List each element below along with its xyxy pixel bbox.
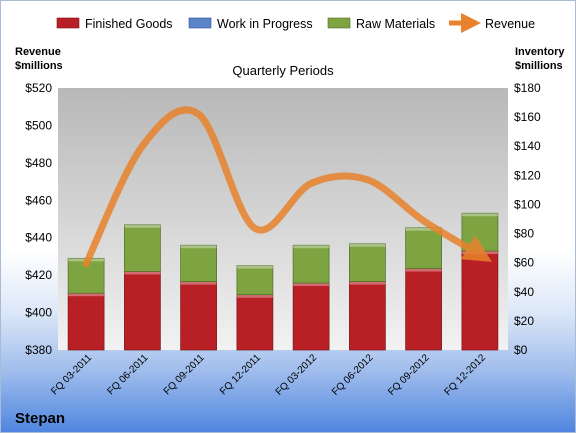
right-tick-label: $20 — [514, 314, 534, 328]
revenue-line — [82, 106, 492, 268]
left-tick-label: $380 — [25, 343, 52, 357]
bar-raw-materials-2 — [180, 244, 217, 282]
bar-highlight-raw-materials-5 — [349, 243, 386, 247]
legend-swatch-work-in-progress — [188, 17, 212, 29]
left-axis-title-line2: $millions — [15, 60, 63, 72]
right-tick-label: $120 — [514, 168, 541, 182]
bar-raw-materials-4 — [292, 244, 330, 284]
right-tick-label: $180 — [514, 81, 541, 95]
bar-finished-goods-6 — [405, 268, 442, 351]
bar-finished-goods-0 — [67, 292, 105, 351]
right-tick-label: $40 — [514, 285, 534, 299]
right-axis-title-line1: Inventory — [515, 46, 565, 58]
bar-raw-materials-3 — [236, 265, 274, 296]
bar-finished-goods-5 — [349, 281, 386, 351]
bar-highlight-finished-goods-2 — [180, 281, 217, 285]
category-label: FQ 09-2012 — [386, 352, 432, 398]
bar-raw-materials-1 — [124, 224, 161, 272]
bar-highlight-raw-materials-6 — [405, 227, 442, 231]
category-label: FQ 03-2012 — [274, 352, 320, 398]
bar-finished-goods-1 — [124, 271, 161, 351]
revenue-line-group — [82, 106, 492, 268]
bar-highlight-finished-goods-1 — [124, 271, 161, 275]
bar-raw-materials-5 — [349, 243, 386, 282]
legend-swatch-finished-goods — [56, 17, 80, 29]
bar-finished-goods-3 — [236, 294, 274, 351]
category-label: FQ 09-2011 — [162, 352, 207, 397]
left-tick-label: $500 — [25, 118, 52, 132]
left-tick-label: $400 — [25, 306, 52, 320]
category-label: FQ 12-2012 — [443, 352, 489, 398]
category-labels: FQ 03-2011 FQ 06-2011 FQ 09-2011 FQ 12-2011… — [49, 352, 488, 398]
legend-swatch-raw-materials — [327, 17, 351, 29]
right-tick-label: $160 — [514, 110, 541, 124]
right-tick-label: $0 — [514, 343, 528, 357]
plot-title: Quarterly Periods — [232, 63, 334, 78]
bar-highlight-raw-materials-3 — [236, 265, 273, 269]
legend-label-finished-goods: Finished Goods — [85, 17, 173, 31]
bar-highlight-raw-materials-7 — [461, 213, 498, 217]
category-label: FQ 12-2011 — [218, 352, 263, 397]
bar-raw-materials-6 — [405, 227, 442, 269]
legend-label-revenue: Revenue — [485, 17, 535, 31]
left-axis-title-line1: Revenue — [15, 46, 61, 58]
bars-group — [67, 212, 499, 351]
company-name: Stepan — [15, 410, 65, 427]
left-tick-label: $520 — [25, 81, 52, 95]
bar-highlight-finished-goods-4 — [293, 283, 330, 286]
bar-highlight-raw-materials-1 — [124, 224, 161, 228]
bar-highlight-raw-materials-4 — [293, 245, 330, 249]
category-label: FQ 06-2011 — [106, 352, 151, 397]
category-label: FQ 06-2012 — [330, 352, 376, 398]
left-tick-label: $440 — [25, 231, 52, 245]
bar-highlight-finished-goods-3 — [236, 294, 273, 298]
bar-finished-goods-7 — [461, 250, 499, 351]
right-tick-label: $60 — [514, 256, 534, 270]
bar-finished-goods-2 — [180, 281, 217, 351]
bar-highlight-finished-goods-6 — [405, 268, 442, 272]
bar-highlight-finished-goods-0 — [68, 293, 105, 297]
bar-highlight-finished-goods-5 — [349, 281, 386, 285]
legend-label-raw-materials: Raw Materials — [356, 17, 435, 31]
right-tick-label: $100 — [514, 197, 541, 211]
left-tick-label: $420 — [25, 268, 52, 282]
right-tick-label: $80 — [514, 227, 534, 241]
category-label: FQ 03-2011 — [49, 352, 94, 397]
left-tick-label: $460 — [25, 193, 52, 207]
legend: Finished Goods Work in Progress Raw Mate… — [56, 13, 535, 33]
left-tick-label: $480 — [25, 156, 52, 170]
right-axis-ticks: $0 $20 $40 $60 $80 $100 $120 $140 $160 $180 — [514, 81, 541, 357]
bar-finished-goods-4 — [292, 282, 330, 351]
right-tick-label: $140 — [514, 139, 541, 153]
bar-highlight-raw-materials-2 — [180, 245, 217, 249]
left-axis-ticks: $380 $400 $420 $440 $460 $480 $500 $520 — [25, 81, 52, 357]
legend-label-work-in-progress: Work in Progress — [217, 17, 313, 31]
right-axis-title-line2: $millions — [515, 60, 563, 72]
